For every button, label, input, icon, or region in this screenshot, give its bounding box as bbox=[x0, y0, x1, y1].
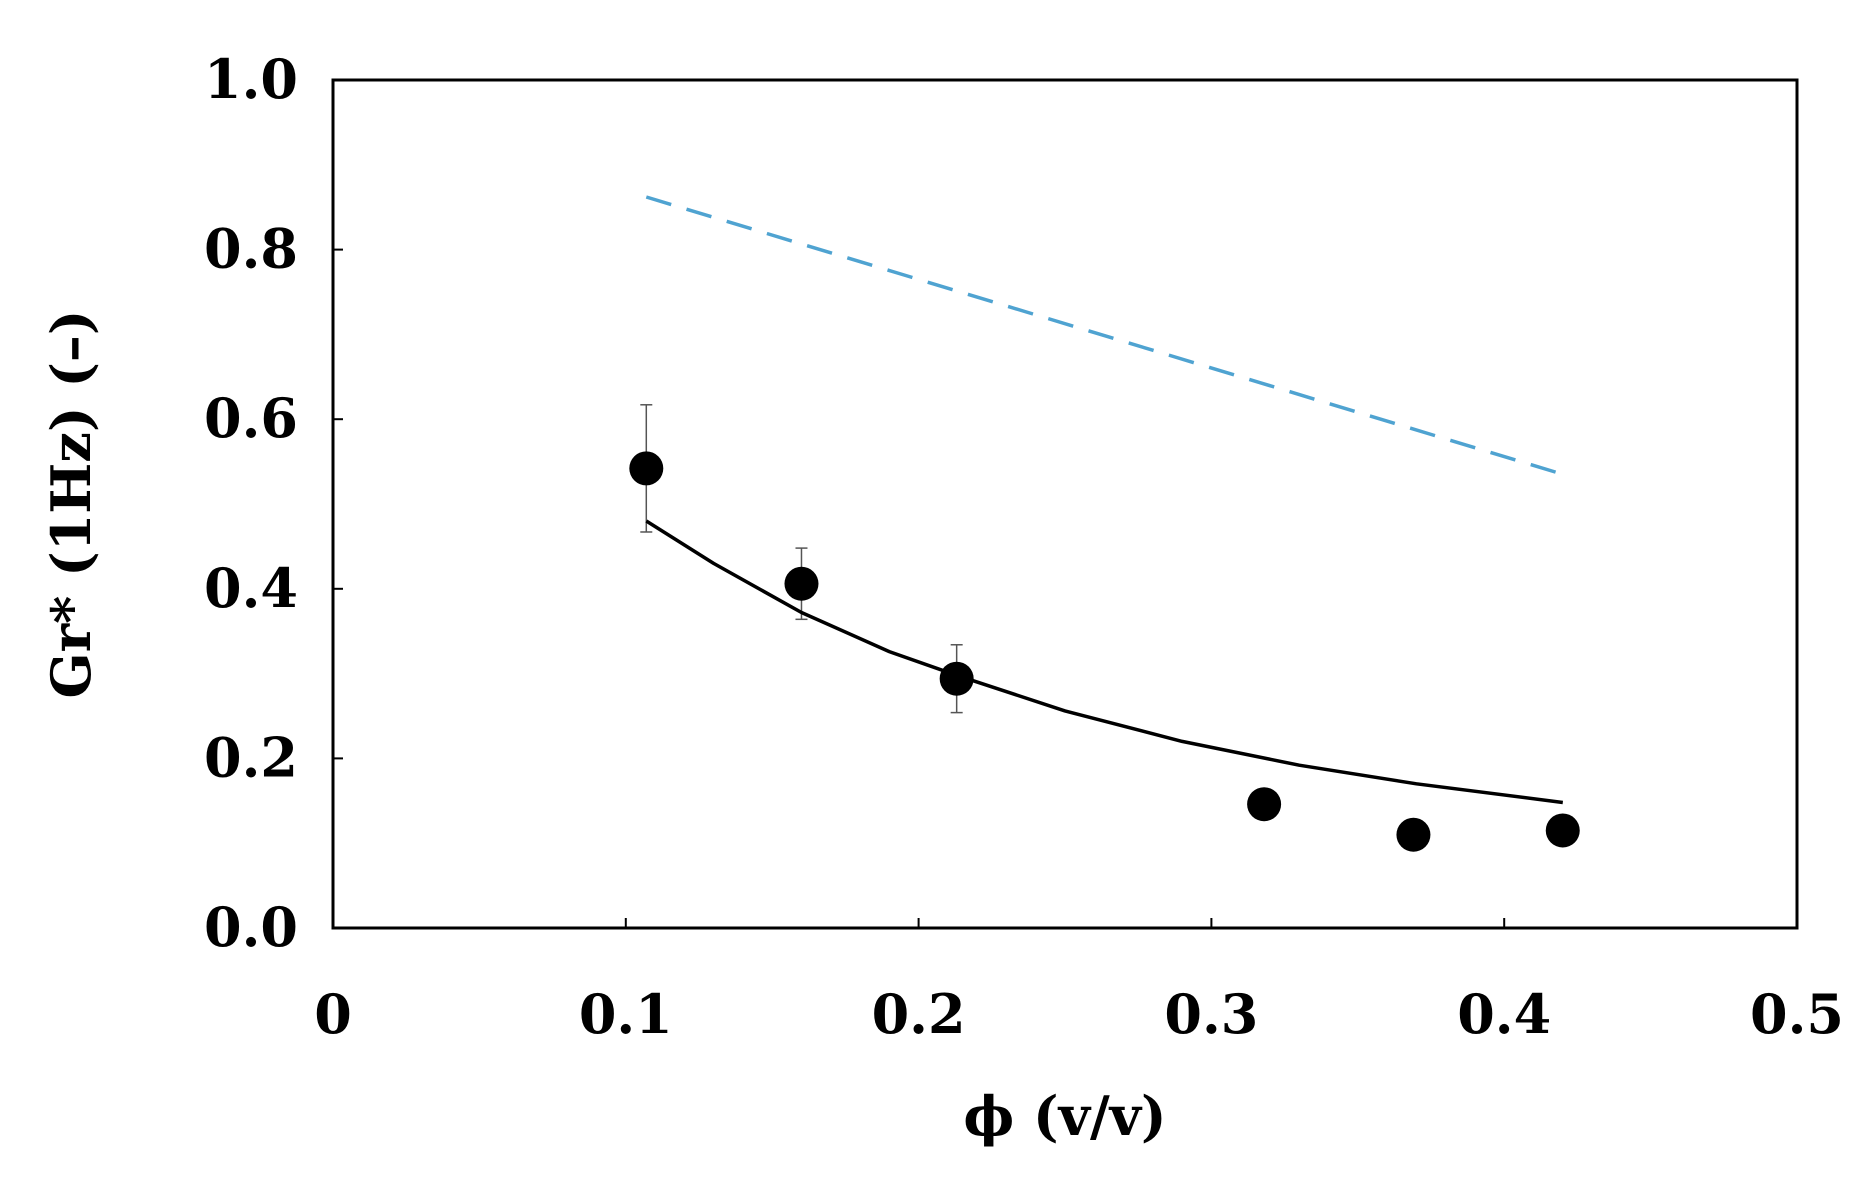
x-tick-label: 0.2 bbox=[872, 982, 966, 1046]
x-tick-label: 0.4 bbox=[1457, 982, 1551, 1046]
y-tick-label: 0.2 bbox=[204, 725, 298, 789]
y-tick-label: 0.0 bbox=[204, 895, 298, 959]
x-tick-label: 0.5 bbox=[1750, 982, 1844, 1046]
y-tick-label: 0.6 bbox=[204, 386, 298, 450]
plot-frame bbox=[331, 78, 1799, 930]
x-tick-label: 0 bbox=[314, 982, 352, 1046]
x-tick-label: 0.1 bbox=[579, 982, 673, 1046]
x-tick-label: 0.3 bbox=[1164, 982, 1258, 1046]
chart-marks bbox=[629, 195, 1580, 852]
y-axis-label: Gr* (1Hz) (–) bbox=[39, 310, 103, 699]
model-line bbox=[645, 195, 1564, 476]
y-tick-label: 0.8 bbox=[204, 217, 298, 281]
x-axis-label: ϕ (v/v) bbox=[963, 1084, 1166, 1148]
data-point bbox=[1545, 813, 1580, 848]
data-point bbox=[939, 661, 974, 696]
x-axis-ticks: 0 0.1 0.2 0.3 0.4 0.5 bbox=[314, 918, 1844, 1046]
y-tick-label: 1.0 bbox=[204, 47, 298, 111]
data-point bbox=[629, 451, 664, 486]
y-tick-label: 0.4 bbox=[204, 556, 298, 620]
data-point bbox=[784, 566, 819, 601]
data-point bbox=[1396, 817, 1431, 852]
y-axis-ticks: 0.0 0.2 0.4 0.6 0.8 1.0 bbox=[204, 47, 343, 959]
data-point bbox=[1247, 787, 1282, 822]
fit-line bbox=[645, 519, 1564, 805]
